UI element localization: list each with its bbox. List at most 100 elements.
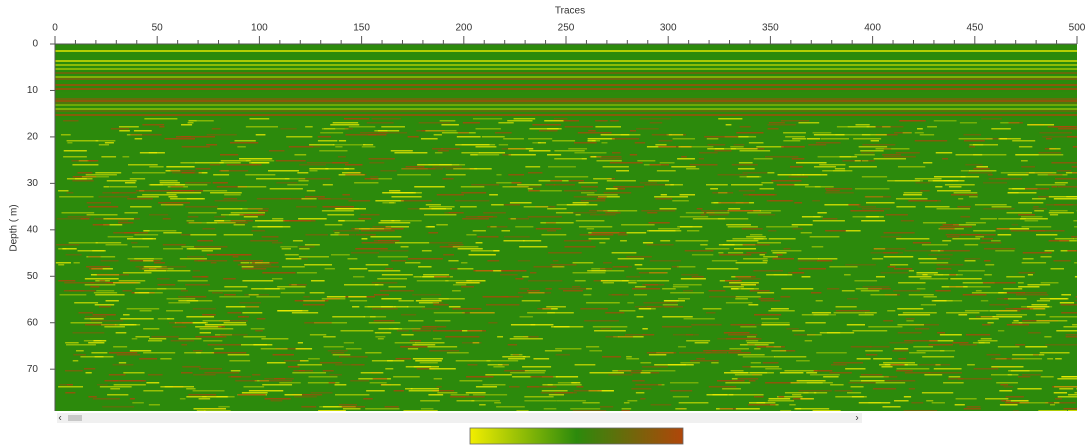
radargram-band xyxy=(55,58,1077,60)
radargram-reflection xyxy=(833,170,845,172)
radargram-reflection xyxy=(417,280,449,282)
radargram-reflection xyxy=(949,286,963,288)
radargram-band xyxy=(55,98,1077,100)
radargram-reflection xyxy=(544,120,563,122)
radargram-reflection xyxy=(130,134,161,136)
radargram-reflection xyxy=(1066,172,1091,174)
radargram-band xyxy=(55,78,1077,80)
radargram-reflection xyxy=(625,334,644,336)
radargram-reflection xyxy=(130,398,135,400)
radargram-reflection xyxy=(528,188,533,190)
radargram-reflection xyxy=(342,194,350,196)
radargram-reflection xyxy=(1021,216,1043,218)
scroll-right-arrow[interactable]: › xyxy=(855,413,858,424)
radargram-reflection xyxy=(699,158,704,160)
radargram-reflection xyxy=(589,350,602,352)
radargram-reflection xyxy=(170,198,205,200)
radargram-reflection xyxy=(844,274,851,276)
radargram-reflection xyxy=(825,188,852,190)
radargram-reflection xyxy=(67,140,99,142)
radargram-reflection xyxy=(309,144,334,146)
radargram-reflection xyxy=(820,332,840,334)
radargram-reflection xyxy=(213,182,228,184)
radargram-reflection xyxy=(303,300,325,302)
radargram-reflection xyxy=(909,276,932,278)
radargram-reflection xyxy=(344,284,378,286)
radargram-reflection xyxy=(802,174,827,176)
radargram-band xyxy=(55,106,1077,108)
radargram-reflection xyxy=(204,410,230,412)
radargram-reflection xyxy=(207,254,239,256)
radargram-reflection xyxy=(949,376,961,378)
radargram-reflection xyxy=(643,242,653,244)
radargram-reflection xyxy=(541,392,573,394)
radargram-reflection xyxy=(224,322,246,324)
radargram-reflection xyxy=(325,268,335,270)
radargram-reflection xyxy=(597,198,606,200)
radargram-reflection xyxy=(60,294,87,296)
radargram-reflection xyxy=(428,394,443,396)
radargram-reflection xyxy=(471,400,500,402)
radargram-band xyxy=(55,72,1077,74)
radargram-reflection xyxy=(434,276,450,278)
radargram-reflection xyxy=(999,138,1007,140)
scroll-left-arrow[interactable]: ‹ xyxy=(58,413,61,424)
radargram-reflection xyxy=(823,218,838,220)
radargram-reflection xyxy=(202,250,213,252)
radargram-reflection xyxy=(134,234,158,236)
radargram-reflection xyxy=(270,188,303,190)
radargram-reflection xyxy=(107,180,137,182)
radargram-reflection xyxy=(206,144,217,146)
radargram-reflection xyxy=(589,238,610,240)
radargram-reflection xyxy=(735,298,748,300)
radargram-reflection xyxy=(660,162,675,164)
radargram-reflection xyxy=(927,126,937,128)
radargram-reflection xyxy=(940,250,970,252)
radargram-reflection xyxy=(708,290,725,292)
radargram-reflection xyxy=(607,180,636,182)
radargram-reflection xyxy=(904,250,938,252)
radargram-reflection xyxy=(987,322,993,324)
radargram-reflection xyxy=(1073,238,1091,240)
radargram-reflection xyxy=(606,188,618,190)
radargram-reflection xyxy=(983,282,1016,284)
radargram-reflection xyxy=(1008,370,1043,372)
radargram-reflection xyxy=(413,276,420,278)
radargram-reflection xyxy=(97,384,108,386)
radargram-reflection xyxy=(909,294,934,296)
radargram-reflection xyxy=(903,194,922,196)
radargram-reflection xyxy=(69,242,98,244)
radargram-reflection xyxy=(569,180,584,182)
radargram-reflection xyxy=(998,218,1026,220)
radargram-reflection xyxy=(286,136,312,138)
radargram-reflection xyxy=(1031,304,1047,306)
radargram-reflection xyxy=(579,226,612,228)
radargram-reflection xyxy=(434,312,465,314)
radargram-reflection xyxy=(537,308,551,310)
horizontal-scrollbar[interactable] xyxy=(57,413,862,423)
radargram-reflection xyxy=(635,306,662,308)
radargram-reflection xyxy=(415,342,444,344)
radargram-reflection xyxy=(527,290,540,292)
radargram-reflection xyxy=(976,166,988,168)
radargram-reflection xyxy=(583,294,591,296)
radargram-reflection xyxy=(511,218,516,220)
radargram-reflection xyxy=(575,364,596,366)
radargram-reflection xyxy=(884,156,916,158)
x-tick-label: 400 xyxy=(864,23,881,34)
radargram-reflection xyxy=(1076,388,1086,390)
radargram-reflection xyxy=(586,346,599,348)
radargram-reflection xyxy=(452,290,461,292)
radargram-reflection xyxy=(344,342,354,344)
radargram-band xyxy=(55,86,1077,88)
radargram-reflection xyxy=(224,194,240,196)
radargram-reflection xyxy=(632,288,660,290)
radargram-reflection xyxy=(249,118,269,120)
radargram-reflection xyxy=(969,146,975,148)
radargram-reflection xyxy=(855,154,875,156)
radargram-reflection xyxy=(845,368,865,370)
radargram-reflection xyxy=(200,328,234,330)
scrollbar-thumb[interactable] xyxy=(68,415,82,421)
radargram-reflection xyxy=(57,218,90,220)
radargram-reflection xyxy=(784,370,817,372)
